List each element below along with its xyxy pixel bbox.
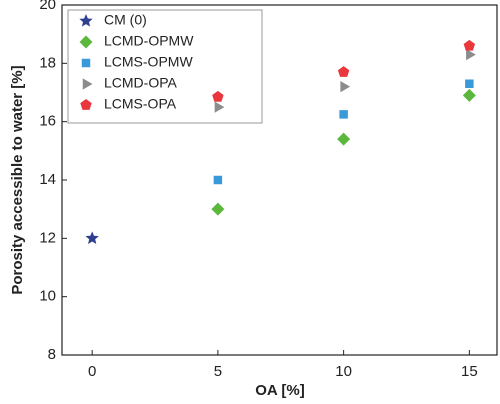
x-tick-label: 10 <box>335 363 352 380</box>
legend <box>67 9 263 124</box>
legend-marker <box>79 35 93 49</box>
legend-label: LCMS-OPMW <box>104 54 193 70</box>
y-tick-label: 8 <box>48 346 56 363</box>
x-tick-label: 5 <box>214 363 222 380</box>
point <box>462 88 476 102</box>
legend-marker <box>82 78 93 90</box>
point <box>212 90 224 102</box>
point <box>340 81 351 93</box>
y-tick-label: 20 <box>39 0 56 13</box>
point <box>339 110 348 119</box>
point <box>466 48 476 61</box>
point <box>85 231 99 244</box>
legend-marker <box>79 14 93 27</box>
legend-label: LCMD-OPMW <box>104 33 194 49</box>
y-tick-label: 10 <box>39 288 56 305</box>
y-tick-label: 14 <box>39 171 56 188</box>
legend-label: CM (0) <box>104 12 147 28</box>
point <box>213 175 223 185</box>
legend-marker <box>80 99 92 110</box>
point <box>465 79 474 88</box>
y-axis-label: Porosity accessible to water [%] <box>9 65 26 294</box>
x-tick-label: 0 <box>88 363 96 380</box>
legend-label: LCMD-OPA <box>104 75 178 91</box>
y-tick-label: 16 <box>39 113 56 130</box>
point <box>463 39 476 51</box>
point <box>214 101 225 113</box>
x-tick-label: 15 <box>461 363 478 380</box>
legend-marker <box>81 58 91 68</box>
point <box>337 66 350 77</box>
point <box>211 202 225 216</box>
point <box>337 132 351 146</box>
x-axis-label: OA [%] <box>255 382 304 399</box>
legend-label: LCMS-OPA <box>104 96 177 112</box>
y-tick-label: 12 <box>39 229 56 246</box>
y-tick-label: 18 <box>39 54 56 71</box>
